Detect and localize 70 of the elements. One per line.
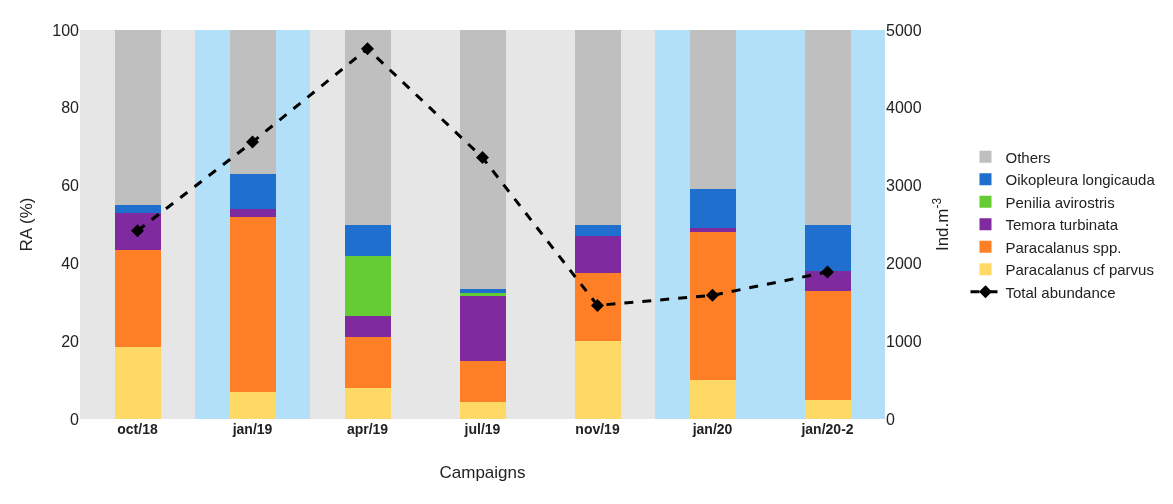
bar (229, 173, 276, 209)
bar (344, 337, 391, 388)
y2-tick-label: 4000 (886, 99, 922, 117)
bar (114, 347, 161, 419)
bar (459, 30, 506, 289)
y-tick-label: 100 (52, 21, 80, 39)
bar (459, 296, 506, 361)
legend-label: Paracalanus spp. (1005, 238, 1122, 256)
bar (114, 249, 161, 348)
y2-tick-label: 5000 (886, 21, 922, 39)
bar (689, 380, 736, 419)
bar (804, 271, 851, 291)
y-axis-title: RA (%) (16, 197, 36, 252)
x-tick-label: jan/20 (691, 421, 733, 437)
y2-tick-label: 0 (886, 410, 895, 428)
y-tick-label: 0 (70, 410, 80, 428)
point (821, 265, 834, 279)
x-tick-label: jul/19 (463, 421, 501, 437)
bar (344, 315, 391, 338)
y-tick-label: 80 (61, 99, 80, 117)
x-axis-title: Campaigns (439, 463, 526, 483)
bar (459, 360, 506, 402)
y-tick-label: 60 (61, 177, 80, 195)
bar (689, 30, 736, 190)
bar (344, 30, 391, 225)
x-tick-label: jan/19 (231, 421, 273, 437)
bar (574, 341, 621, 419)
x-tick-label: oct/18 (117, 421, 158, 437)
bar (229, 391, 276, 419)
y2-tick-label: 3000 (886, 177, 922, 195)
point (591, 298, 604, 312)
legend-label: Oikopleura longicauda (1005, 171, 1156, 189)
bar (114, 205, 161, 213)
x-tick-label: nov/19 (575, 421, 620, 437)
bar (574, 224, 621, 237)
legend-label: Penilia avirostris (1005, 193, 1115, 211)
y-tick-label: 40 (61, 255, 80, 272)
bar (344, 255, 391, 316)
legend-label: Paracalanus cf parvus (1005, 261, 1154, 279)
bar (459, 288, 506, 293)
legend-label: Temora turbinata (1005, 216, 1119, 234)
bar (574, 273, 621, 342)
y2-tick-label: 1000 (886, 332, 922, 350)
y-tick-label: 20 (61, 332, 80, 350)
legend-label: Others (1005, 148, 1051, 166)
bar (114, 30, 161, 206)
x-tick-label: jan/20-2 (800, 421, 854, 437)
bar (689, 232, 736, 381)
point (246, 135, 259, 149)
bar (804, 399, 851, 419)
bar (344, 387, 391, 419)
bar (689, 228, 736, 233)
point (476, 151, 489, 165)
bar (574, 30, 621, 225)
bar (344, 224, 391, 256)
bar (114, 212, 161, 250)
bar (804, 30, 851, 225)
point (706, 288, 719, 302)
bar (804, 224, 851, 272)
legend-label: Total abundance (1005, 283, 1116, 301)
bar (459, 401, 506, 419)
point (361, 42, 374, 56)
bar (229, 30, 276, 174)
bar (574, 236, 621, 274)
bar (689, 189, 736, 229)
y2-tick-label: 2000 (886, 255, 922, 272)
bar (229, 208, 276, 217)
x-tick-label: apr/19 (346, 421, 389, 437)
bar (229, 216, 276, 392)
bar (804, 290, 851, 400)
